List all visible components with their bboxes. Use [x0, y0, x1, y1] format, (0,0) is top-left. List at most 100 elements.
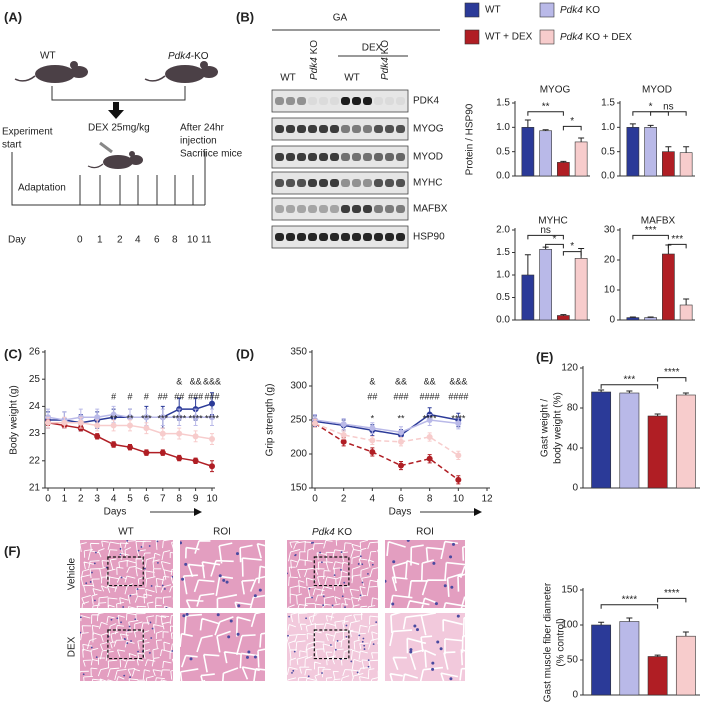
- error-bar: [665, 146, 672, 152]
- blot-band: [341, 97, 350, 105]
- blot-band: [330, 153, 339, 161]
- panel-label: (D): [236, 346, 254, 361]
- point: [77, 419, 84, 426]
- blot-band: [319, 97, 328, 105]
- nucleus: [222, 578, 226, 582]
- blot-band: [286, 205, 295, 213]
- significance-label: ***: [158, 413, 169, 423]
- nucleus: [253, 594, 257, 598]
- point: [209, 400, 215, 407]
- nucleus: [185, 613, 189, 616]
- row-label: Vehicle: [67, 557, 78, 590]
- blot-band: [396, 205, 405, 213]
- significance-label: *: [649, 101, 653, 112]
- y-tick-label: 1.5: [601, 98, 615, 109]
- blot-band: [275, 125, 284, 133]
- roi-box: [313, 556, 350, 587]
- protein-label: MYOG: [413, 124, 444, 135]
- blot-band: [286, 153, 295, 161]
- fiber-borders: [80, 540, 173, 608]
- y-tick-label: 300: [290, 381, 307, 392]
- histology: WT ROI Pdk4 KO ROI Vehicle DEX: [67, 527, 465, 681]
- y-tick-label: 0.0: [496, 171, 510, 182]
- protein-label: MAFBX: [413, 204, 448, 215]
- nucleus: [236, 632, 240, 636]
- significance-bracket: [657, 597, 687, 603]
- blot-band: [352, 125, 361, 133]
- point: [369, 437, 376, 444]
- nucleus: [150, 637, 153, 639]
- fiber-borders: [180, 613, 265, 681]
- blot-strip: [271, 117, 409, 141]
- nucleus: [247, 650, 251, 654]
- nucleus: [385, 579, 387, 583]
- significance-label: &&&: [449, 376, 467, 386]
- nucleus: [181, 577, 185, 581]
- significance-label: ##: [158, 391, 168, 401]
- nucleus: [180, 541, 183, 545]
- y-tick-label: 250: [290, 415, 307, 426]
- blot-band: [374, 205, 383, 213]
- fiber-borders: [80, 613, 173, 681]
- y-axis-label: Body weight (g): [9, 385, 20, 454]
- nucleus: [406, 540, 410, 542]
- significance-label: ****: [423, 413, 438, 423]
- significance-label: ***: [624, 374, 636, 385]
- legend-swatch: [464, 2, 480, 18]
- point: [94, 414, 101, 421]
- nucleus: [80, 631, 82, 634]
- significance-label: ****: [189, 413, 204, 423]
- blot-band: [352, 233, 361, 241]
- nucleus: [171, 575, 173, 578]
- legend-swatch: [539, 29, 555, 45]
- y-tick-label: 1.0: [496, 122, 510, 133]
- nucleus: [372, 643, 375, 645]
- nucleus: [148, 545, 151, 547]
- series-line: [314, 422, 459, 456]
- y-tick-label: 0.5: [496, 146, 510, 157]
- nucleus: [334, 648, 337, 651]
- point: [340, 421, 347, 428]
- nucleus: [392, 560, 396, 564]
- y-tick-label: 26: [29, 347, 41, 358]
- significance-label: ns: [540, 225, 551, 236]
- blot-band: [341, 153, 350, 161]
- blot-band: [308, 233, 317, 241]
- column-label: ROI: [213, 527, 231, 538]
- blot-band: [297, 205, 306, 213]
- significance-label: &&&: [203, 376, 221, 386]
- bar: [521, 274, 535, 321]
- nucleus: [371, 563, 374, 566]
- x-tick-label: 2: [78, 494, 84, 505]
- point: [61, 419, 68, 426]
- significance-label: ****: [451, 413, 466, 423]
- error-bar: [560, 160, 567, 163]
- y-tick-label: 0.0: [496, 315, 510, 326]
- nucleus: [321, 561, 323, 564]
- nucleus: [436, 640, 440, 644]
- bar: [619, 392, 640, 489]
- point: [45, 419, 51, 426]
- nucleus: [359, 594, 362, 597]
- error-bar: [682, 631, 689, 637]
- bar: [557, 162, 570, 177]
- blot-band: [330, 125, 339, 133]
- y-tick-label: 0: [572, 483, 578, 494]
- significance-label: **: [397, 413, 405, 423]
- significance-label: **: [126, 413, 134, 423]
- blot-band: [385, 179, 394, 187]
- blot-strip: [271, 171, 409, 195]
- x-axis-label: Days: [389, 507, 412, 518]
- x-tick-label: 10: [453, 494, 465, 505]
- point: [176, 414, 183, 421]
- significance-label: *: [570, 241, 574, 252]
- blot-strip: [271, 89, 409, 113]
- end-label: injection: [180, 136, 217, 147]
- nucleus: [165, 606, 168, 608]
- significance-label: &&: [190, 376, 202, 386]
- nucleus: [287, 634, 289, 637]
- blot-band: [297, 125, 306, 133]
- day: 0: [77, 235, 83, 246]
- nucleus: [307, 675, 310, 678]
- point: [127, 414, 133, 421]
